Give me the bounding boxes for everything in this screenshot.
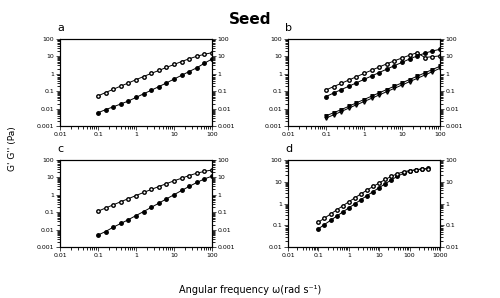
Text: a: a	[57, 24, 64, 33]
Text: G' G'' (Pa): G' G'' (Pa)	[8, 127, 17, 171]
Text: Seed: Seed	[229, 12, 271, 27]
Text: b: b	[285, 24, 292, 33]
Text: d: d	[285, 145, 292, 154]
Text: c: c	[57, 145, 63, 154]
Text: Angular frequency ω(rad s⁻¹): Angular frequency ω(rad s⁻¹)	[179, 285, 321, 295]
